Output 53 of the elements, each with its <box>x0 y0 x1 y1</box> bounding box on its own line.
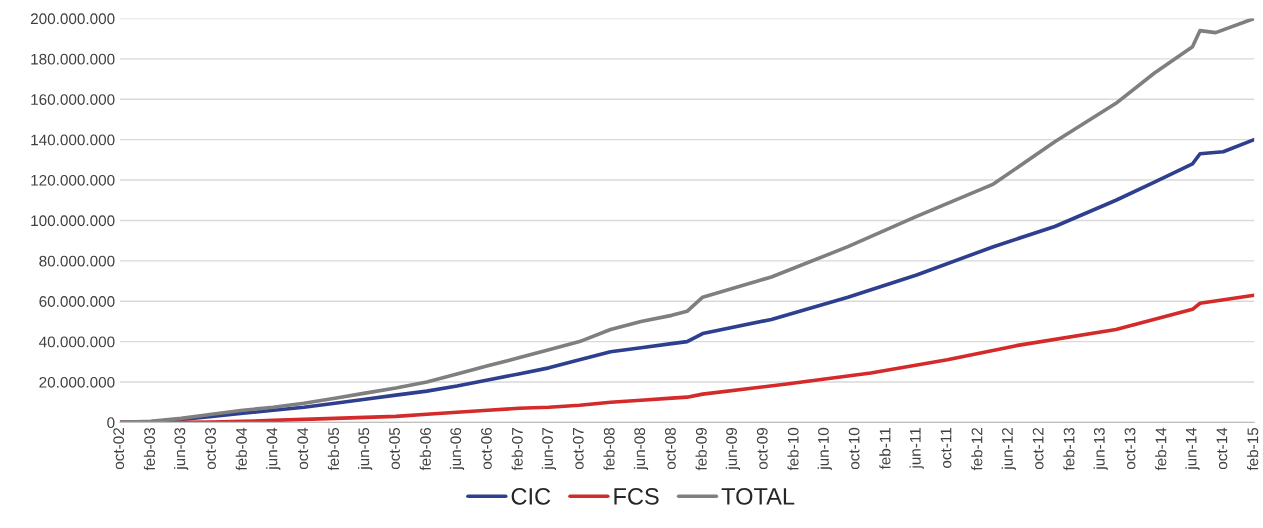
x-tick-label: feb-12 <box>971 428 983 471</box>
x-tick-label: feb-10 <box>787 427 799 471</box>
x-tick-label: jun-12 <box>1001 428 1016 471</box>
x-tick-label: oct-05 <box>389 427 400 470</box>
x-tick-label: jun-03 <box>174 427 189 471</box>
legend-label: CIC <box>511 488 551 505</box>
y-tick-label: 180.000.000 <box>31 53 115 65</box>
x-tick-label: jun-11 <box>909 428 924 469</box>
y-tick-label: 120.000.000 <box>31 174 115 186</box>
legend-label: TOTAL <box>721 488 795 505</box>
x-tick-label: feb-14 <box>1155 427 1167 471</box>
x-tick-label: oct-14 <box>1216 427 1228 470</box>
x-tick-label: oct-06 <box>481 427 492 470</box>
x-tick-label: feb-13 <box>1063 427 1075 471</box>
y-tick-label: 160.000.000 <box>31 94 115 105</box>
x-tick-label: feb-08 <box>603 427 615 471</box>
x-tick-label: feb-09 <box>695 427 707 471</box>
y-tick-label: 100.000.000 <box>31 215 115 227</box>
x-tick-label: oct-03 <box>205 427 216 470</box>
y-tick-label: 60.000.000 <box>39 296 115 307</box>
x-tick-label: oct-07 <box>572 428 584 470</box>
x-tick-label: feb-05 <box>327 427 340 471</box>
x-tick-label: oct-02 <box>113 428 125 470</box>
y-tick-label: 40.000.000 <box>39 336 115 348</box>
x-tick-label: jun-14 <box>1185 427 1200 471</box>
y-tick-label: 80.000.000 <box>39 255 115 267</box>
x-tick-label: feb-07 <box>511 428 523 471</box>
x-tick-label: jun-09 <box>725 427 740 471</box>
x-tick-label: jun-10 <box>817 427 832 471</box>
x-tick-label: feb-03 <box>143 427 156 471</box>
x-tick-label: oct-04 <box>297 427 309 470</box>
x-tick-label: jun-06 <box>449 427 465 471</box>
x-tick-label: jun-08 <box>633 427 649 471</box>
legend-label: FCS <box>614 488 659 505</box>
x-tick-label: jun-13 <box>1093 427 1108 471</box>
y-tick-label: 140.000.000 <box>31 134 115 146</box>
x-tick-label: oct-09 <box>756 427 768 470</box>
x-tick-label: feb-15 <box>1247 427 1259 471</box>
y-tick-label: 20.000.000 <box>39 376 115 388</box>
x-tick-label: feb-04 <box>235 427 247 471</box>
x-tick-label: oct-10 <box>848 427 860 470</box>
x-tick-label: feb-06 <box>419 427 431 471</box>
y-tick-label: 200.000.000 <box>30 13 115 25</box>
x-tick-label: jun-05 <box>358 427 373 471</box>
y-tick-label: 0 <box>107 417 115 429</box>
x-tick-label: jun-04 <box>266 427 281 471</box>
x-tick-label: oct-11 <box>940 428 952 468</box>
line-series <box>119 18 1255 423</box>
x-tick-label: jun-07 <box>541 428 557 471</box>
x-tick-label: feb-11 <box>879 428 891 470</box>
x-tick-label: oct-08 <box>665 427 676 470</box>
x-tick-label: oct-13 <box>1124 427 1136 470</box>
x-tick-label: oct-12 <box>1032 428 1044 470</box>
